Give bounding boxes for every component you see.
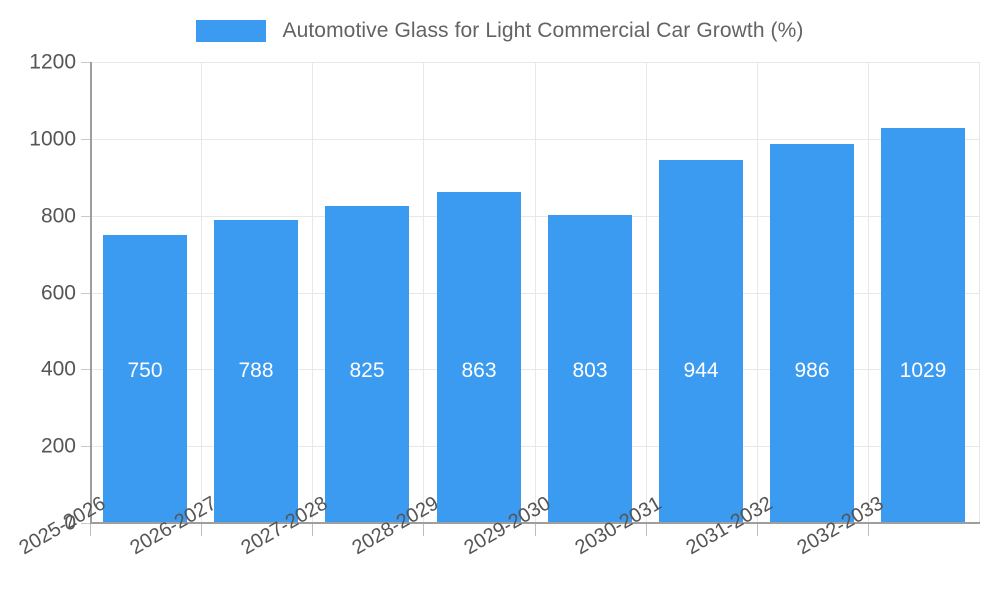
y-tick-mark-1200 — [81, 62, 90, 63]
x-tick-mark-0 — [90, 524, 91, 536]
y-tick-label-600: 600 — [40, 281, 76, 305]
x-tick-mark-3 — [423, 524, 424, 536]
y-tick-label-1200: 1200 — [29, 50, 76, 74]
plot-right-border — [979, 62, 980, 523]
bar-value-2025-2026: 750 — [127, 359, 163, 382]
y-tick-label-800: 800 — [40, 204, 76, 228]
x-tick-mark-7 — [868, 524, 869, 536]
vgridline-2 — [312, 62, 313, 523]
bar-value-2029-2030: 803 — [572, 359, 608, 382]
bar-2025-2026[interactable]: 750 — [103, 235, 187, 523]
vgridline-4 — [535, 62, 536, 523]
y-axis-line — [90, 62, 92, 523]
vgridline-3 — [423, 62, 424, 523]
vgridline-1 — [201, 62, 202, 523]
y-tick-label-1000: 1000 — [29, 127, 76, 151]
x-tick-mark-4 — [535, 524, 536, 536]
bar-2026-2027[interactable]: 788 — [214, 220, 298, 523]
bar-value-2028-2029: 863 — [461, 359, 497, 382]
x-tick-mark-1 — [201, 524, 202, 536]
x-axis-line — [90, 522, 980, 524]
vgridline-5 — [646, 62, 647, 523]
bar-2029-2030[interactable]: 803 — [548, 215, 632, 523]
bar-2030-2031[interactable]: 944 — [659, 160, 743, 523]
y-tick-mark-400 — [81, 369, 90, 370]
y-tick-mark-800 — [81, 216, 90, 217]
chart-legend: Automotive Glass for Light Commercial Ca… — [0, 14, 1000, 48]
x-axis-label-2025-2026: 2025-2026 — [15, 492, 110, 560]
bar-2027-2028[interactable]: 825 — [325, 206, 409, 523]
legend-series-label: Automotive Glass for Light Commercial Ca… — [282, 19, 804, 42]
bar-value-2026-2027: 788 — [238, 359, 274, 382]
y-tick-mark-600 — [81, 293, 90, 294]
x-tick-mark-5 — [646, 524, 647, 536]
bar-value-2032-2033: 1029 — [899, 359, 947, 382]
vgridline-7 — [868, 62, 869, 523]
bar-2032-2033[interactable]: 1029 — [881, 128, 965, 523]
plot-area: 750 788 825 863 803 944 986 1029 — [90, 62, 980, 523]
bar-2031-2032[interactable]: 986 — [770, 144, 854, 523]
y-tick-label-200: 200 — [40, 434, 76, 458]
y-tick-mark-1000 — [81, 139, 90, 140]
legend-color-swatch[interactable] — [196, 20, 267, 42]
y-tick-label-400: 400 — [40, 357, 76, 381]
bar-value-2027-2028: 825 — [349, 359, 385, 382]
bar-value-2031-2032: 986 — [794, 359, 830, 382]
bar-2028-2029[interactable]: 863 — [437, 192, 521, 523]
x-tick-mark-2 — [312, 524, 313, 536]
x-tick-mark-6 — [757, 524, 758, 536]
bar-value-2030-2031: 944 — [683, 359, 719, 382]
vgridline-6 — [757, 62, 758, 523]
y-tick-mark-200 — [81, 446, 90, 447]
